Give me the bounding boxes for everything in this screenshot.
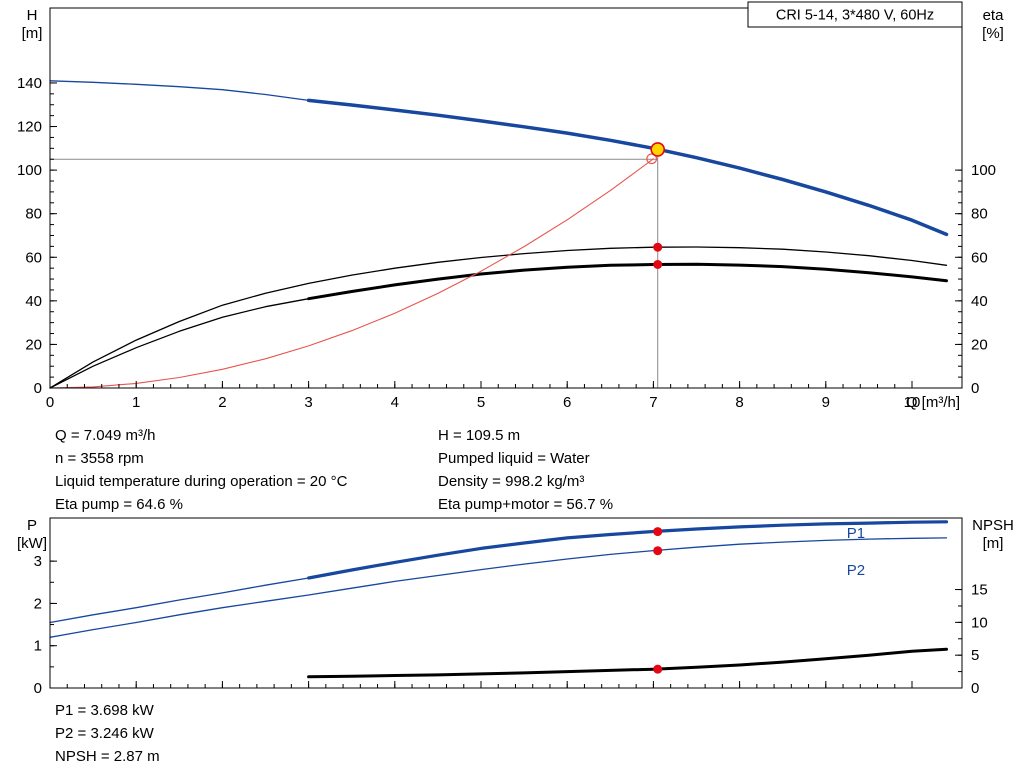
p2-curve <box>49 537 948 638</box>
axis-label: P <box>27 517 37 534</box>
npsh-curve <box>307 647 948 679</box>
plot-frame <box>49 7 963 389</box>
axis-label: 9 <box>822 394 830 411</box>
axis-label: 100 <box>17 162 42 179</box>
axis-label: 4 <box>391 394 399 411</box>
axis-label: 15 <box>971 582 988 599</box>
eta-pump-curve <box>49 246 948 389</box>
pump-title-box <box>747 1 963 28</box>
axis-label: 80 <box>25 206 42 223</box>
eta-total-ext-curve <box>49 298 310 389</box>
readout-pumped-liquid: Pumped liquid = Water <box>438 450 590 467</box>
duty-point-readouts: Q = 7.049 m³/h n = 3558 rpm Liquid tempe… <box>0 424 1024 519</box>
value-dot-marker <box>653 259 663 269</box>
readout-eta-pump-motor: Eta pump+motor = 56.7 % <box>438 496 614 513</box>
system-curve-curve <box>49 158 654 389</box>
readouts-column-2: H = 109.5 m Pumped liquid = Water Densit… <box>438 424 613 516</box>
axis-label: 8 <box>735 394 743 411</box>
axis-label: [kW] <box>17 535 47 552</box>
series-label-p1: P1 <box>847 525 865 542</box>
axis-label: [%] <box>982 25 1004 42</box>
axis-label: 5 <box>477 394 485 411</box>
axis-label: 100 <box>971 162 996 179</box>
system-curve-end-marker <box>646 153 658 165</box>
axis-label: 40 <box>25 293 42 310</box>
p1-ext-curve <box>49 577 310 624</box>
axis-label: 0 <box>971 680 979 697</box>
axis-label: 3 <box>34 553 42 570</box>
axis-label: 60 <box>971 249 988 266</box>
value-dot-marker <box>653 527 663 537</box>
readout-p2: P2 = 3.246 kW <box>55 725 154 742</box>
readout-speed: n = 3558 rpm <box>55 450 144 467</box>
axis-label: 20 <box>971 336 988 353</box>
axis-label: [m] <box>983 535 1004 552</box>
axis-label: 140 <box>17 75 42 92</box>
axis-label: [m] <box>22 25 43 42</box>
axis-label: 20 <box>25 336 42 353</box>
head-curve <box>306 98 949 237</box>
axis-label: 5 <box>971 647 979 664</box>
head-ext-curve <box>49 80 310 102</box>
value-dot-marker <box>653 664 663 674</box>
axis-label: 0 <box>971 380 979 397</box>
axis-label: 0 <box>34 680 42 697</box>
axis-label: 6 <box>563 394 571 411</box>
axis-label: 1 <box>132 394 140 411</box>
axis-label: 2 <box>218 394 226 411</box>
readout-head: H = 109.5 m <box>438 427 521 444</box>
readout-npsh: NPSH = 2.87 m <box>55 748 160 765</box>
p1-curve <box>307 520 949 580</box>
duty-point-marker[interactable] <box>650 142 666 157</box>
axis-label: 3 <box>304 394 312 411</box>
eta-total-curve <box>307 262 948 301</box>
axis-label: H <box>27 7 38 24</box>
readout-density: Density = 998.2 kg/m³ <box>438 473 585 490</box>
axis-label: 2 <box>34 595 42 612</box>
readout-eta-pump: Eta pump = 64.6 % <box>55 496 183 513</box>
power-readouts: P1 = 3.698 kW P2 = 3.246 kW NPSH = 2.87 … <box>55 699 160 768</box>
axis-label: 80 <box>971 206 988 223</box>
axis-label: 1 <box>34 638 42 655</box>
axis-label: Q [m³/h] <box>906 394 960 411</box>
value-dot-marker <box>653 242 663 252</box>
axis-label: 10 <box>971 614 988 631</box>
value-dot-marker <box>653 546 663 556</box>
power-npsh-chart[interactable]: 0 1 2 3 0 5 10 15 P[kW] NPSH[m] P1 P2 <box>0 515 1024 707</box>
axis-label: 7 <box>649 394 657 411</box>
readout-liquid-temp: Liquid temperature during operation = 20… <box>55 473 348 490</box>
axis-label: 120 <box>17 119 42 136</box>
pump-title: CRI 5-14, 3*480 V, 60Hz <box>776 8 934 24</box>
qh-eta-chart[interactable]: 0 1 2 3 4 5 6 7 8 9 10Q [m³/h] 0 20 40 60 80 100 120 140 0 2… <box>0 0 1024 418</box>
readouts-column-1: Q = 7.049 m³/h n = 3558 rpm Liquid tempe… <box>55 424 347 516</box>
readout-flow: Q = 7.049 m³/h <box>55 427 156 444</box>
axis-label: 40 <box>971 293 988 310</box>
series-label-p2: P2 <box>847 562 865 579</box>
readout-p1: P1 = 3.698 kW <box>55 702 154 719</box>
axis-label: 10 <box>904 394 921 411</box>
axis-label: 0 <box>46 394 54 411</box>
axis-label: NPSH <box>972 517 1014 534</box>
axis-label: 60 <box>25 249 42 266</box>
axis-label: 0 <box>34 380 42 397</box>
axis-label: eta <box>983 7 1005 24</box>
plot-frame <box>49 517 963 689</box>
